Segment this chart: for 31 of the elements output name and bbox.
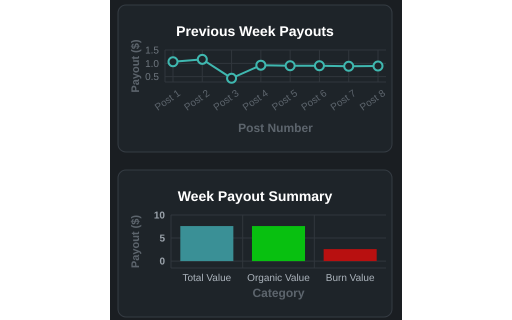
point xyxy=(226,72,238,84)
x-tick-label: Post 4 xyxy=(241,88,271,114)
x-tick-label: Total Value xyxy=(182,273,232,284)
point xyxy=(343,60,354,72)
x-tick-label: Post 5 xyxy=(270,88,300,114)
y-axis-title: Payout ($) xyxy=(130,39,142,93)
x-tick-label: Post 6 xyxy=(300,88,330,114)
y-tick-label: 0 xyxy=(159,256,166,268)
chart-title: Previous Week Payouts xyxy=(176,23,334,39)
y-tick-label: 1.0 xyxy=(145,58,160,70)
y-tick-label: 0.5 xyxy=(145,72,160,84)
y-tick-label: 1.5 xyxy=(145,46,160,56)
point xyxy=(314,60,325,72)
x-tick-label: Post 1 xyxy=(153,88,184,114)
chart-title: Week Payout Summary xyxy=(178,188,332,204)
y-tick-label: 10 xyxy=(154,210,166,222)
x-axis-title: Post Number xyxy=(238,121,314,135)
point xyxy=(196,54,208,65)
x-tick-label: Post 8 xyxy=(358,88,388,114)
y-axis-title: Payout ($) xyxy=(130,214,142,268)
x-tick-label: Post 7 xyxy=(328,88,359,114)
x-axis-title: Category xyxy=(252,286,305,300)
point xyxy=(372,60,384,72)
point xyxy=(168,56,178,68)
y-tick-label: 5 xyxy=(159,234,166,245)
x-tick-label: Post 2 xyxy=(182,88,212,114)
x-tick-label: Post 3 xyxy=(212,88,242,114)
x-tick-label: Burn Value xyxy=(326,273,375,284)
x-tick-label: Organic Value xyxy=(247,273,310,284)
point xyxy=(284,60,296,72)
point xyxy=(255,60,266,71)
